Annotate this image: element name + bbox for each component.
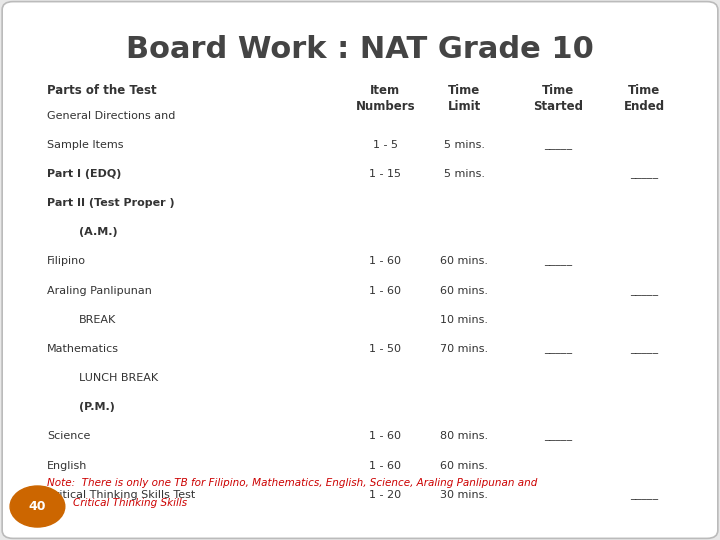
Text: 1 - 20: 1 - 20 [369,490,401,500]
Text: _____: _____ [630,490,659,500]
Text: 1 - 50: 1 - 50 [369,344,401,354]
Text: 40: 40 [29,500,46,513]
Text: 1 - 5: 1 - 5 [373,140,397,150]
Text: 1 - 15: 1 - 15 [369,169,401,179]
Text: 80 mins.: 80 mins. [441,431,488,442]
Text: Filipino: Filipino [47,256,86,267]
Text: Critical Thinking Skills Test: Critical Thinking Skills Test [47,490,195,500]
Text: 30 mins.: 30 mins. [441,490,488,500]
Text: Board Work : NAT Grade 10: Board Work : NAT Grade 10 [126,35,594,64]
Text: 1 - 60: 1 - 60 [369,461,401,471]
Text: 60 mins.: 60 mins. [441,286,488,296]
Text: Critical Thinking Skills: Critical Thinking Skills [47,498,187,509]
Text: 1 - 60: 1 - 60 [369,256,401,267]
Text: Araling Panlipunan: Araling Panlipunan [47,286,152,296]
Text: _____: _____ [544,256,572,267]
Text: Item
Numbers: Item Numbers [356,84,415,113]
Text: BREAK: BREAK [79,315,117,325]
Text: 10 mins.: 10 mins. [441,315,488,325]
Text: Mathematics: Mathematics [47,344,119,354]
Text: Part II (Test Proper ): Part II (Test Proper ) [47,198,174,208]
Text: _____: _____ [544,431,572,442]
Text: 60 mins.: 60 mins. [441,461,488,471]
Text: 1 - 60: 1 - 60 [369,431,401,442]
Text: Science: Science [47,431,90,442]
Text: English: English [47,461,87,471]
Text: Time
Limit: Time Limit [448,84,481,113]
Text: _____: _____ [544,140,572,150]
Text: Time
Started: Time Started [533,84,583,113]
Text: (P.M.): (P.M.) [79,402,115,413]
Text: LUNCH BREAK: LUNCH BREAK [79,373,158,383]
Text: (A.M.): (A.M.) [79,227,118,238]
Text: _____: _____ [630,169,659,179]
Text: 60 mins.: 60 mins. [441,256,488,267]
Circle shape [10,486,65,527]
Text: General Directions and: General Directions and [47,111,175,121]
Text: Note:  There is only one TB for Filipino, Mathematics, English, Science, Araling: Note: There is only one TB for Filipino,… [47,478,537,488]
Text: 5 mins.: 5 mins. [444,169,485,179]
Text: 1 - 60: 1 - 60 [369,286,401,296]
Text: Sample Items: Sample Items [47,140,123,150]
Text: 5 mins.: 5 mins. [444,140,485,150]
Text: Parts of the Test: Parts of the Test [47,84,156,97]
Text: _____: _____ [630,344,659,354]
Text: Time
Ended: Time Ended [624,84,665,113]
Text: Part I (EDQ): Part I (EDQ) [47,169,121,179]
Text: 70 mins.: 70 mins. [441,344,488,354]
Text: _____: _____ [544,344,572,354]
Text: _____: _____ [630,286,659,296]
